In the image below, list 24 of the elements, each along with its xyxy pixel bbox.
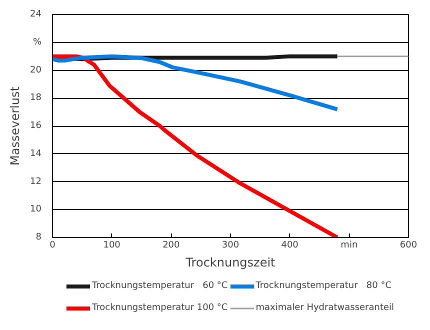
legend-label: Trocknungstemperatur 100 °C [92, 303, 228, 313]
y-tick-label: % [32, 37, 42, 48]
y-tick-label: 16 [30, 121, 42, 131]
y-tick-label: 12 [30, 176, 42, 187]
y-tick-label: 10 [30, 204, 42, 215]
legend-label: Trocknungstemperatur 60 °C [92, 281, 228, 291]
y-tick-label: 8 [36, 232, 42, 242]
x-tick-label: 0 [50, 240, 56, 250]
x-tick-label: 300 [222, 240, 240, 250]
x-tick-label: 100 [103, 240, 121, 250]
y-tick-label: 20 [30, 65, 42, 76]
legend-label: maximaler Hydratwasseranteil [256, 303, 394, 313]
x-tick-label: 400 [281, 240, 299, 250]
line-series [52, 54, 340, 238]
y-axis-title: Masseverlust [8, 86, 22, 166]
x-tick-label: 600 [400, 240, 418, 250]
x-tick-label: 200 [162, 240, 180, 250]
x-tick-label: min [340, 240, 358, 250]
y-tick-label: 24 [30, 10, 42, 20]
y-tick-label: 14 [30, 148, 42, 159]
y-tick-label: 18 [30, 93, 42, 104]
x-axis-title: Trocknungszeit [184, 256, 276, 270]
line-series [52, 54, 340, 112]
legend-label: Trocknungstemperatur 80 °C [256, 281, 392, 291]
